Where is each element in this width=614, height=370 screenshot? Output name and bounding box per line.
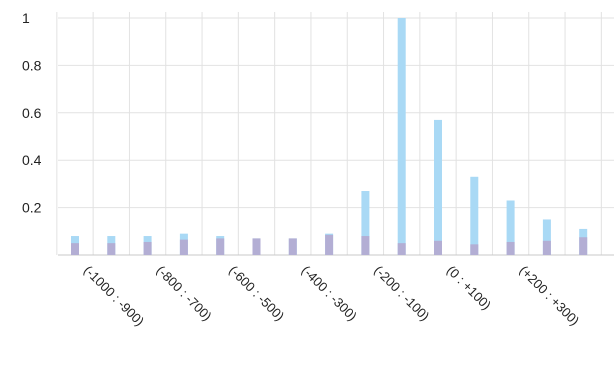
bar-series-2 xyxy=(542,240,551,255)
bar-series-1 xyxy=(434,119,442,255)
y-tick-label: 1 xyxy=(22,10,30,26)
bar-series-1 xyxy=(397,18,406,255)
bar-series-2 xyxy=(143,241,152,255)
y-tick-label: 0.8 xyxy=(22,57,42,73)
x-tick-label: (-1000 : -900) xyxy=(81,263,147,329)
x-tick-label: (-600 : -500) xyxy=(226,263,287,324)
bar-series-1 xyxy=(470,176,479,255)
bar-series-1 xyxy=(542,219,551,255)
bar-series-2 xyxy=(107,243,116,255)
bar-series-2 xyxy=(397,243,406,255)
x-tick-label: (-800 : -700) xyxy=(153,263,214,324)
y-tick-label: 0.2 xyxy=(22,200,42,216)
bar-series-2 xyxy=(361,236,370,255)
bars xyxy=(71,18,588,255)
bar-series-2 xyxy=(506,241,515,255)
bar-series-2 xyxy=(434,240,442,255)
bar-series-2 xyxy=(216,238,225,255)
bar-series-2 xyxy=(252,238,261,255)
bar-series-1 xyxy=(361,191,370,255)
x-axis-ticks: (-1000 : -900) (-800 : -700) (-600 : -500)… xyxy=(81,263,582,329)
y-tick-label: 0.4 xyxy=(22,152,42,168)
bar-series-2 xyxy=(179,239,188,255)
bar-series-1 xyxy=(506,200,515,255)
bar-series-2 xyxy=(71,243,79,255)
bar-series-2 xyxy=(288,238,297,255)
x-tick-label: (+200 : +300) xyxy=(516,263,582,329)
gridlines xyxy=(56,12,614,256)
x-tick-label: (0 : +100) xyxy=(444,263,494,313)
bar-series-2 xyxy=(470,244,479,255)
bar-series-2 xyxy=(325,234,334,255)
y-tick-label: 0.6 xyxy=(22,105,42,121)
bar-series-2 xyxy=(579,237,588,255)
x-tick-label: (-400 : -300) xyxy=(299,263,360,324)
y-axis-ticks: 0.2 0.4 0.6 0.8 1 xyxy=(22,10,42,216)
x-tick-label: (-200 : -100) xyxy=(371,263,432,324)
